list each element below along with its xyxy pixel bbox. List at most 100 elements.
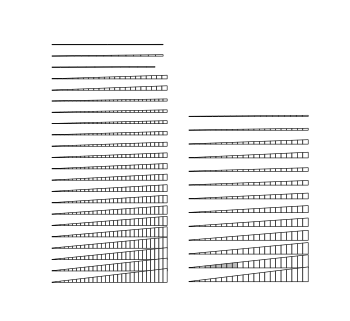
Polygon shape: [101, 276, 105, 282]
Polygon shape: [238, 222, 243, 227]
Polygon shape: [231, 116, 237, 117]
Polygon shape: [159, 206, 163, 214]
Polygon shape: [52, 191, 56, 192]
Polygon shape: [118, 187, 122, 192]
Polygon shape: [216, 129, 222, 130]
Polygon shape: [122, 198, 126, 203]
Polygon shape: [114, 155, 118, 158]
Polygon shape: [238, 183, 243, 185]
Polygon shape: [298, 231, 303, 240]
Polygon shape: [89, 277, 93, 282]
Polygon shape: [118, 231, 122, 237]
Polygon shape: [266, 116, 272, 117]
Polygon shape: [147, 143, 151, 146]
Polygon shape: [159, 238, 163, 248]
Polygon shape: [148, 55, 156, 56]
Polygon shape: [159, 121, 163, 124]
Polygon shape: [118, 122, 122, 124]
Polygon shape: [101, 254, 105, 260]
Polygon shape: [85, 134, 89, 135]
Polygon shape: [163, 142, 167, 146]
Polygon shape: [122, 176, 126, 180]
Polygon shape: [77, 223, 81, 226]
Polygon shape: [56, 202, 60, 203]
Polygon shape: [56, 179, 60, 180]
Polygon shape: [303, 255, 308, 268]
Polygon shape: [138, 99, 142, 101]
Polygon shape: [147, 270, 151, 282]
Polygon shape: [56, 123, 60, 124]
Polygon shape: [110, 166, 114, 169]
Polygon shape: [142, 250, 147, 260]
Polygon shape: [97, 122, 101, 124]
Polygon shape: [119, 55, 126, 56]
Polygon shape: [68, 246, 72, 248]
Polygon shape: [195, 116, 201, 117]
Polygon shape: [89, 156, 93, 158]
Polygon shape: [72, 268, 77, 271]
Polygon shape: [142, 164, 147, 169]
Polygon shape: [110, 88, 115, 90]
Polygon shape: [89, 167, 93, 169]
Polygon shape: [292, 128, 298, 130]
Polygon shape: [101, 177, 105, 180]
Polygon shape: [110, 122, 114, 124]
Polygon shape: [216, 184, 222, 185]
Polygon shape: [122, 187, 126, 192]
Polygon shape: [131, 87, 136, 90]
Polygon shape: [159, 227, 163, 237]
Polygon shape: [248, 116, 254, 117]
Polygon shape: [105, 177, 110, 180]
Polygon shape: [77, 100, 81, 101]
Polygon shape: [287, 244, 292, 254]
Polygon shape: [130, 230, 134, 237]
Polygon shape: [110, 231, 114, 237]
Polygon shape: [134, 208, 138, 214]
Polygon shape: [105, 210, 110, 214]
Polygon shape: [248, 129, 254, 130]
Polygon shape: [270, 129, 276, 130]
Polygon shape: [151, 239, 155, 248]
Polygon shape: [147, 218, 151, 226]
Polygon shape: [146, 76, 152, 79]
Polygon shape: [254, 154, 259, 158]
Polygon shape: [292, 231, 298, 240]
Polygon shape: [134, 110, 138, 112]
Polygon shape: [298, 140, 303, 144]
Polygon shape: [298, 168, 303, 171]
Polygon shape: [276, 153, 281, 158]
Polygon shape: [126, 143, 130, 146]
Polygon shape: [155, 164, 159, 169]
Polygon shape: [155, 248, 159, 260]
Polygon shape: [265, 129, 270, 130]
Polygon shape: [101, 199, 105, 203]
Polygon shape: [72, 156, 77, 158]
Polygon shape: [105, 144, 110, 146]
Polygon shape: [81, 145, 85, 146]
Polygon shape: [68, 224, 72, 226]
Polygon shape: [216, 264, 222, 268]
Polygon shape: [126, 100, 130, 101]
Polygon shape: [78, 89, 83, 90]
Polygon shape: [298, 181, 303, 185]
Polygon shape: [155, 121, 159, 124]
Polygon shape: [243, 209, 248, 213]
Polygon shape: [216, 211, 222, 213]
Polygon shape: [89, 178, 93, 180]
Polygon shape: [216, 251, 222, 254]
Polygon shape: [60, 134, 64, 135]
Polygon shape: [211, 238, 216, 240]
Polygon shape: [292, 168, 298, 171]
Polygon shape: [276, 141, 281, 144]
Polygon shape: [222, 250, 227, 254]
Polygon shape: [126, 262, 130, 271]
Polygon shape: [284, 116, 290, 117]
Polygon shape: [259, 208, 265, 213]
Polygon shape: [56, 281, 60, 282]
Polygon shape: [126, 122, 130, 124]
Polygon shape: [238, 142, 243, 144]
Polygon shape: [105, 254, 110, 260]
Polygon shape: [134, 197, 138, 203]
Polygon shape: [99, 77, 104, 79]
Polygon shape: [254, 142, 259, 144]
